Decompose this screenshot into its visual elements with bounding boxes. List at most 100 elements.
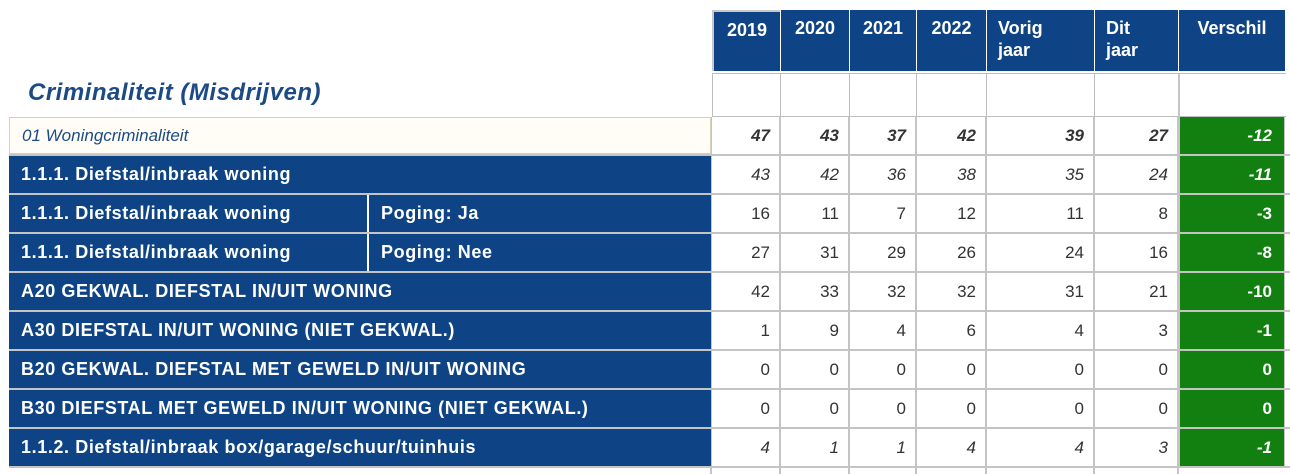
header-spacer-cell [1094,73,1179,117]
value-cell: 35 [1065,165,1084,184]
row-label: 01 Woningcriminaliteit [9,117,711,154]
value-cell: 0 [829,360,839,379]
row-divider [9,388,1290,390]
value-cell: 3 [1158,438,1168,457]
row-label: 1.1.1. Diefstal/inbraak woning [9,156,711,193]
value-cell: 26 [957,243,976,262]
value-cell: 4 [966,438,976,457]
value-cell: 24 [1149,165,1168,184]
header-spacer-cell [986,73,1095,117]
value-cell: 32 [887,282,906,301]
value-cell: 4 [760,438,770,457]
value-cell: 4 [1074,321,1084,340]
row-label: B20 GEKWAL. DIEFSTAL MET GEWELD IN/UIT W… [9,351,711,388]
grid-line [1093,117,1095,474]
table-row: 01 Woningcriminaliteit 47 43 37 42 39 27 -12 [9,117,1290,154]
difference-cell: -12 [1178,117,1285,154]
column-header-text: 2019 [726,20,768,40]
page-title: Criminaliteit (Misdrijven) [28,79,322,106]
column-header-text: 2021 [862,18,904,38]
value-cell: 7 [896,204,906,223]
column-header[interactable]: 2021 [849,10,916,71]
row-label: A20 GEKWAL. DIEFSTAL IN/UIT WONING [9,273,711,310]
column-header-text: 2020 [794,18,836,38]
value-cell: 11 [821,204,839,223]
value-cell: 31 [1065,282,1084,301]
value-cell: 0 [966,360,976,379]
column-header[interactable]: 2019 [712,10,780,71]
value-cell: 9 [829,321,839,340]
value-cell: 1 [829,438,839,457]
value-cell: 42 [751,282,770,301]
row-divider [9,154,1290,156]
column-header[interactable]: Dit jaar [1094,10,1178,71]
value-cell: 36 [887,165,906,184]
value-cell: 3 [1158,321,1168,340]
difference-cell: -3 [1178,195,1285,232]
value-cell: 27 [1149,126,1168,145]
row-sublabel: Poging: Ja [369,195,711,232]
value-cell: 38 [957,165,976,184]
column-header-text: Verschil [1197,18,1267,38]
value-cell: 1 [896,438,906,457]
row-divider [9,349,1290,351]
table-row: B30 DIEFSTAL MET GEWELD IN/UIT WONING (N… [9,390,1290,427]
value-cell: 0 [829,399,839,418]
column-header[interactable]: 2022 [916,10,986,71]
value-cell: 0 [760,360,770,379]
value-cell: 42 [957,126,976,145]
column-header-text: jaar [1106,40,1139,60]
value-cell: 39 [1065,126,1084,145]
grid-line [779,117,781,474]
grid-line [915,117,917,474]
column-header[interactable]: 2020 [780,10,849,71]
column-header-text: Dit [1106,18,1130,38]
table-row: 1.1.1. Diefstal/inbraak woning Poging: Ne… [9,234,1290,271]
row-label: 1.1.1. Diefstal/inbraak woning [9,195,367,232]
column-header[interactable]: Vorig jaar [986,10,1094,71]
row-sublabel: Poging: Nee [369,234,711,271]
row-label: 1.1.1. Diefstal/inbraak woning [9,234,367,271]
value-cell: 0 [1074,360,1084,379]
value-cell: 4 [1074,438,1084,457]
value-cell: 29 [887,243,906,262]
grid-line [710,117,712,474]
header-spacer-cell [916,73,987,117]
header-spacer-cell [1178,73,1286,117]
table-row: 1.1.2. Diefstal/inbraak box/garage/schuu… [9,429,1290,466]
value-cell: 8 [1158,204,1168,223]
header-spacer-cell [712,73,781,117]
column-header-text: jaar [998,40,1031,60]
value-cell: 6 [966,321,976,340]
header-spacer-cell [849,73,917,117]
value-cell: 32 [957,282,976,301]
table-row: B20 GEKWAL. DIEFSTAL MET GEWELD IN/UIT W… [9,351,1290,388]
row-divider [9,232,1290,234]
value-cell: 31 [820,243,839,262]
row-divider [9,466,1290,468]
value-cell: 43 [751,165,770,184]
column-header-text: Vorig [998,18,1043,38]
value-cell: 0 [760,399,770,418]
difference-cell: 0 [1178,351,1285,388]
value-cell: 37 [887,126,906,145]
value-cell: 33 [820,282,839,301]
difference-cell: -10 [1178,273,1285,310]
value-cell: 12 [957,204,976,223]
grid-line [848,117,850,474]
row-divider [9,193,1290,195]
row-divider [9,310,1290,312]
difference-cell: 0 [1178,390,1285,427]
value-cell: 0 [966,399,976,418]
value-cell: 0 [1158,399,1168,418]
row-divider [9,271,1290,273]
difference-cell: -1 [1178,429,1285,466]
value-cell: 16 [1149,243,1168,262]
row-label: A30 DIEFSTAL IN/UIT WONING (NIET GEKWAL.… [9,312,711,349]
column-header[interactable]: Verschil [1178,10,1285,71]
value-cell: 1 [760,321,770,340]
value-cell: 0 [1074,399,1084,418]
grid-line [985,117,987,474]
table-row: A20 GEKWAL. DIEFSTAL IN/UIT WONING 42 33 32… [9,273,1290,310]
row-divider [9,427,1290,429]
